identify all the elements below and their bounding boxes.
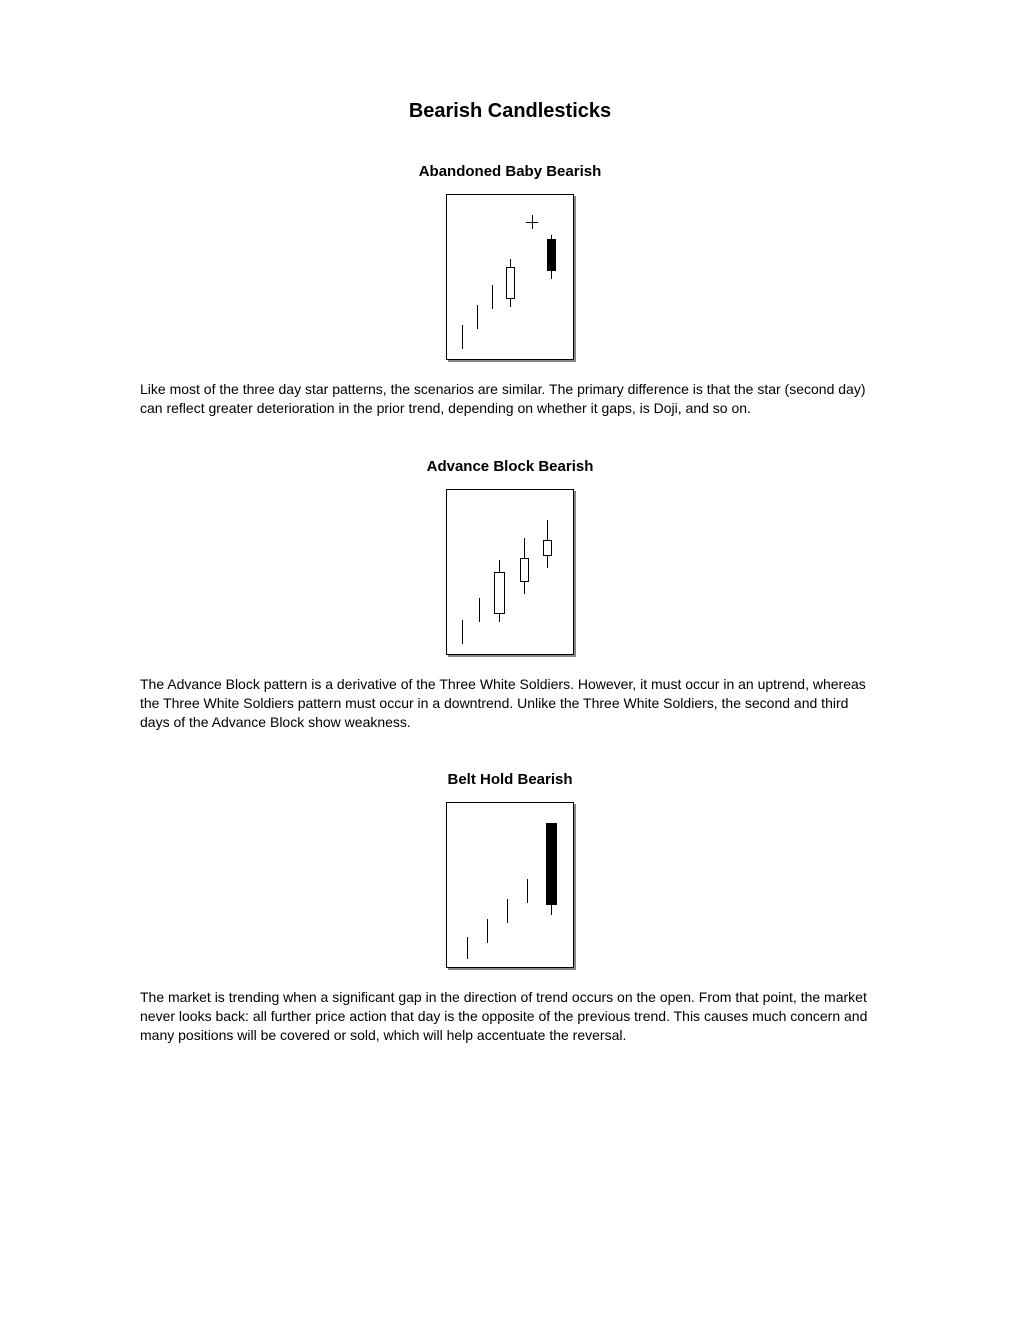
candle-wick bbox=[462, 325, 463, 349]
candle-body-white bbox=[520, 558, 529, 582]
page-title: Bearish Candlesticks bbox=[140, 100, 880, 123]
candle-wick bbox=[477, 305, 478, 329]
candle-body-white bbox=[494, 572, 505, 614]
candle-wick bbox=[467, 937, 468, 959]
candlestick-chart-belt-hold bbox=[446, 802, 574, 968]
doji-horizontal bbox=[526, 222, 538, 223]
candle-body-black bbox=[546, 823, 557, 905]
candle-body-white bbox=[543, 540, 552, 556]
section-abandoned-baby: Abandoned Baby Bearish Like most of the … bbox=[140, 163, 880, 418]
candle-wick bbox=[507, 899, 508, 923]
section-advance-block: Advance Block Bearish The Advance Block … bbox=[140, 458, 880, 732]
section-title: Abandoned Baby Bearish bbox=[140, 163, 880, 180]
candlestick-chart-advance-block bbox=[446, 489, 574, 655]
candle-wick bbox=[527, 879, 528, 903]
candle-wick bbox=[492, 285, 493, 309]
section-title: Belt Hold Bearish bbox=[140, 771, 880, 788]
section-description: Like most of the three day star patterns… bbox=[140, 380, 880, 418]
section-description: The Advance Block pattern is a derivativ… bbox=[140, 675, 880, 732]
candle-wick bbox=[487, 919, 488, 943]
candle-body-white bbox=[506, 267, 515, 299]
section-description: The market is trending when a significan… bbox=[140, 988, 880, 1045]
section-belt-hold: Belt Hold Bearish The market is trending… bbox=[140, 771, 880, 1045]
candle-wick bbox=[479, 598, 480, 622]
section-title: Advance Block Bearish bbox=[140, 458, 880, 475]
candle-body-black bbox=[547, 239, 556, 271]
candle-wick bbox=[462, 620, 463, 644]
candlestick-chart-abandoned-baby bbox=[446, 194, 574, 360]
